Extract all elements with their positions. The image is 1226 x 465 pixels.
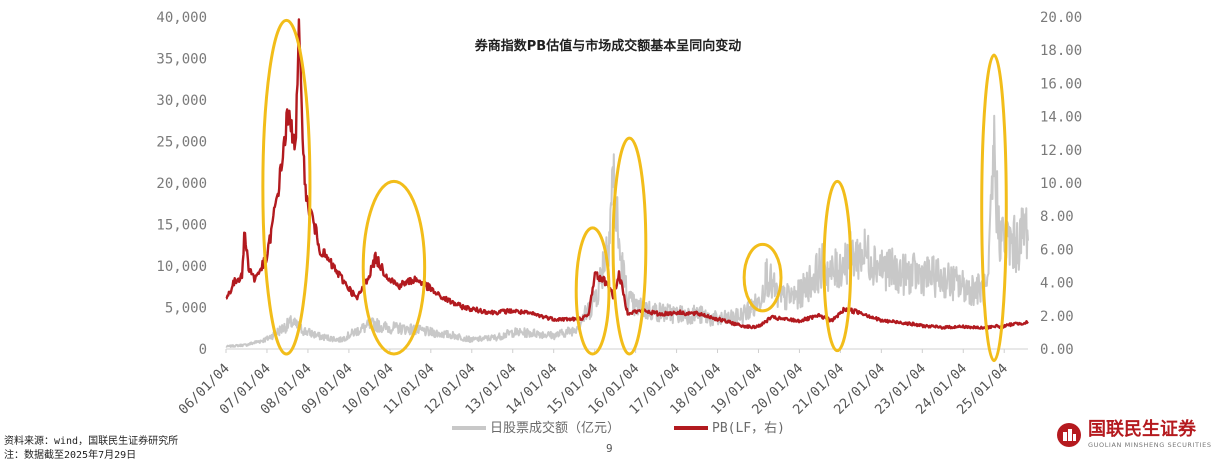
- footer-note: 注：数据截至2025年7月29日: [4, 450, 137, 461]
- left-tick-label: 15,000: [156, 218, 207, 234]
- right-tick-label: 6.00: [1040, 242, 1074, 258]
- right-tick-label: 12.00: [1040, 143, 1082, 159]
- logo-subtitle: GUOLIAN MINSHENG SECURITIES: [1088, 441, 1212, 449]
- right-tick-label: 16.00: [1040, 76, 1082, 92]
- chart-title: 券商指数PB估值与市场成交额基本呈同向变动: [474, 38, 741, 54]
- page-number: 9: [606, 442, 613, 455]
- logo-name: 国联民生证券: [1088, 419, 1196, 440]
- left-tick-label: 30,000: [156, 93, 207, 109]
- logo-mark-icon: [1057, 423, 1081, 447]
- left-axis-ticks: 0 5,000 10,000 15,000 20,000 25,000 30,000 35,0…: [156, 10, 207, 358]
- right-tick-label: 8.00: [1040, 209, 1074, 225]
- right-tick-label: 2.00: [1040, 309, 1074, 325]
- highlight-ellipse: [361, 179, 427, 356]
- x-axis-ticks: 06/01/0407/01/0408/01/0409/01/0410/01/04…: [176, 349, 1011, 418]
- right-tick-label: 4.00: [1040, 276, 1074, 292]
- left-tick-label: 0: [199, 342, 207, 358]
- series-volume-line: [225, 114, 1029, 348]
- left-tick-label: 10,000: [156, 259, 207, 275]
- right-axis-ticks: 0.00 2.00 4.00 6.00 8.00 10.00 12.00 14.00 16.00…: [1040, 10, 1082, 358]
- highlight-ellipse: [261, 18, 312, 356]
- highlight-ellipse: [611, 136, 648, 356]
- highlight-ellipse: [742, 242, 783, 313]
- legend: 日股票成交额（亿元） PB(LF，右): [452, 420, 785, 436]
- left-tick-label: 35,000: [156, 52, 207, 68]
- left-tick-label: 20,000: [156, 176, 207, 192]
- highlight-ellipse: [980, 53, 1008, 363]
- highlight-ellipses: [261, 18, 1008, 363]
- highlight-ellipse: [822, 179, 853, 353]
- highlight-ellipse: [574, 226, 611, 356]
- right-tick-label: 10.00: [1040, 176, 1082, 192]
- left-tick-label: 25,000: [156, 135, 207, 151]
- right-tick-label: 0.00: [1040, 342, 1074, 358]
- legend-label-volume: 日股票成交额（亿元）: [490, 420, 620, 436]
- right-tick-label: 18.00: [1040, 43, 1082, 59]
- series-pb-line: [225, 18, 1029, 330]
- company-logo: 国联民生证券 GUOLIAN MINSHENG SECURITIES: [1056, 421, 1212, 449]
- left-tick-label: 40,000: [156, 10, 207, 26]
- series-pb-group: [225, 18, 1029, 330]
- right-tick-label: 20.00: [1040, 10, 1082, 26]
- footer-source: 资料来源：wind，国联民生证券研究所: [4, 436, 179, 447]
- series-volume-group: [225, 114, 1029, 348]
- legend-label-pb: PB(LF，右): [712, 421, 785, 436]
- right-tick-label: 14.00: [1040, 110, 1082, 126]
- left-tick-label: 5,000: [165, 301, 207, 317]
